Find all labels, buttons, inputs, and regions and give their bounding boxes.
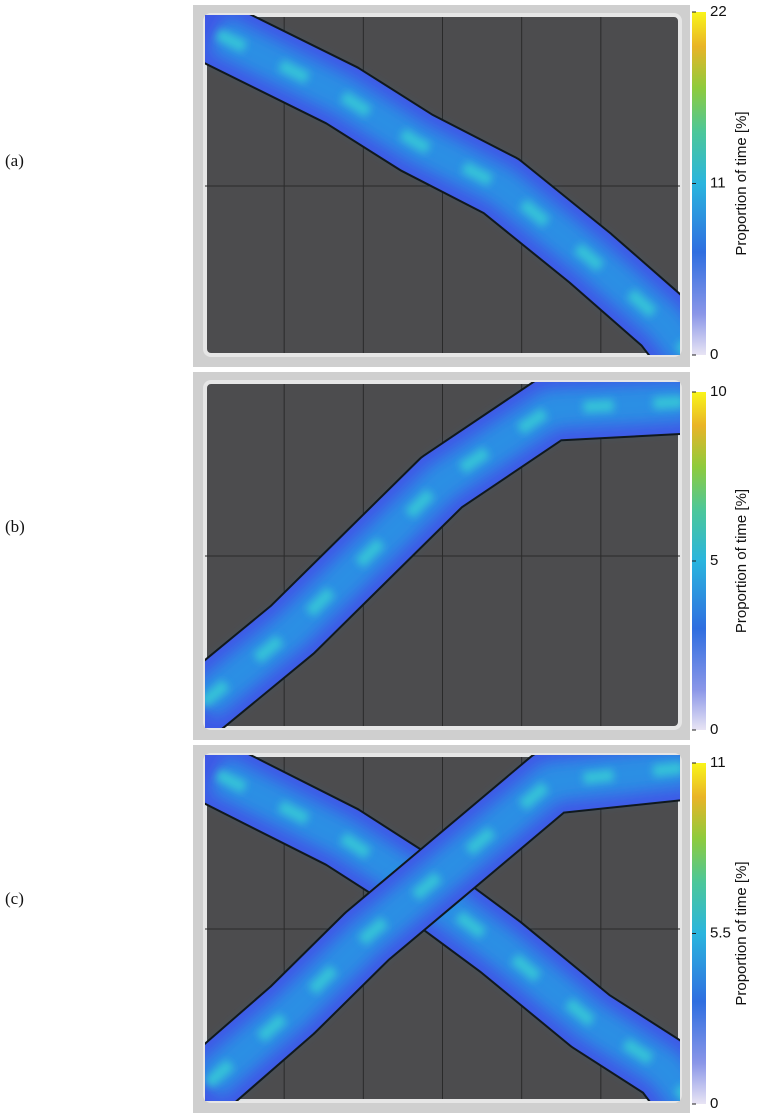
colorbar-tick-label: 5.5 <box>710 924 731 941</box>
colorbar-tick-label: 11 <box>710 174 726 191</box>
panel: (a) 0 11 22 Proportion of time [%] <box>5 3 750 367</box>
colorbar-label: Proportion of time [%] <box>733 111 750 255</box>
colorbar-tick-label: 0 <box>710 1095 718 1112</box>
colorbar-tick-label: 0 <box>710 346 718 363</box>
colorbar: 0 5 10 Proportion of time [%] <box>692 383 750 738</box>
figure: (a) 0 11 22 Proportion of time [%] (b) 0 5 10 Pro… <box>0 0 764 1115</box>
colorbar: 0 11 22 Proportion of time [%] <box>692 3 750 363</box>
colorbar: 0 5.5 11 Proportion of time [%] <box>692 754 750 1112</box>
colorbar-label: Proportion of time [%] <box>733 489 750 633</box>
colorbar-tick-label: 22 <box>710 3 727 20</box>
panel-label: (c) <box>5 889 24 908</box>
colorbar-tick-label: 10 <box>710 383 727 400</box>
panel-label: (a) <box>5 151 24 170</box>
colorbar-tick-label: 5 <box>710 552 718 569</box>
panel: (c) 0 5.5 11 Proportion of time [%] <box>5 745 750 1113</box>
colorbar-label: Proportion of time [%] <box>733 861 750 1005</box>
colorbar-tick-label: 0 <box>710 721 718 738</box>
panel-label: (b) <box>5 517 25 536</box>
colorbar-tick-label: 11 <box>710 754 726 771</box>
panel: (b) 0 5 10 Proportion of time [%] <box>5 372 750 740</box>
